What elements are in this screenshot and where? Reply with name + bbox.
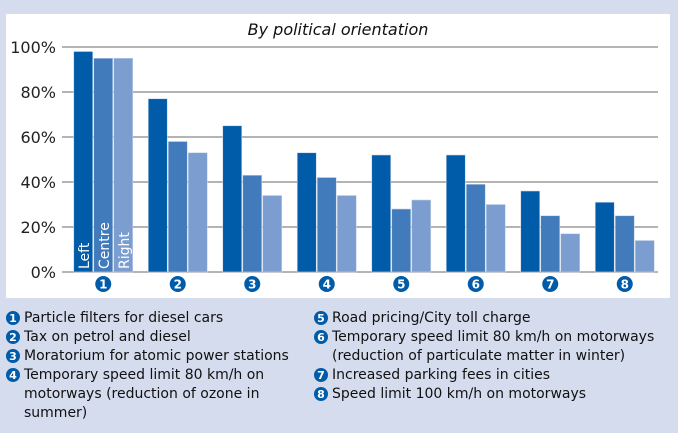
legend-item: 4 Temporary speed limit 80 km/h on motorw… [0,366,305,423]
legend-text: Road pricing/City toll charge [332,310,531,326]
category-badge-icon [244,276,261,292]
category-badge-icon [393,276,410,292]
y-tick-label: 80% [20,83,56,102]
bar-right [560,233,581,273]
bar-right [634,240,655,273]
legend-text: Speed limit 100 km/h on motorways [332,386,587,402]
legend-text: Increased parking fees in cities [332,367,550,383]
number-badge-icon: 7 [314,368,328,382]
x-tick-label: 8 [621,278,629,292]
number-badge-icon: 6 [314,330,328,344]
y-tick-label: 40% [20,173,56,192]
category-badge-icon [616,276,633,292]
number-badge-icon: 2 [6,330,20,344]
bar-left [147,98,168,273]
number-badge-icon: 3 [6,349,20,363]
number-badge-icon: 5 [314,311,328,325]
bar-right [485,204,506,273]
bar-right [262,195,283,273]
bar-chart: 0% 20% 40% 60% 80% 100% Left Centre Right 1 2 3 4 5 6 7… [10,38,658,292]
x-tick-label: 4 [323,278,331,292]
series-label: Left [77,242,93,269]
y-tick-label: 100% [10,38,56,57]
x-tick-label: 5 [397,278,405,292]
bar-centre [465,183,486,273]
y-tick-label: 20% [20,218,56,237]
series-label: Right [117,232,133,269]
legend-text: Temporary speed limit 80 km/h on motor­w… [332,329,655,364]
bar-centre [316,177,337,273]
category-badge-icon [542,276,559,292]
bar-centre [391,208,412,273]
bar-left [222,125,243,273]
x-tick-label: 2 [174,278,182,292]
legend-right: 5 Road pricing/City toll charge 6 Temporar… [308,309,678,404]
bar-left [371,154,392,273]
bar-left [594,201,615,273]
x-tick-label: 6 [472,278,480,292]
bar-right [336,195,357,273]
legend-item: 3 Moratorium for atomic power stations [0,347,305,366]
bar-centre [242,174,263,273]
bar-right [411,199,432,273]
chart-title: By political orientation [247,20,429,39]
legend-item: 7 Increased parking fees in cities [308,366,678,385]
number-badge-icon: 1 [6,311,20,325]
legend-item: 6 Temporary speed limit 80 km/h on motor­… [308,328,678,366]
legend-left: 1 Particle filters for diesel cars 2 Tax o… [0,309,305,423]
bar-centre [614,215,635,273]
legend-item: 8 Speed limit 100 km/h on motorways [308,385,678,404]
bar-left [296,152,317,273]
bar-centre [167,141,188,273]
x-tick-label: 7 [546,278,554,292]
category-badge-icon [318,276,335,292]
bar-left [445,154,466,273]
number-badge-icon: 4 [6,368,20,382]
legend-text: Tax on petrol and diesel [24,329,191,345]
legend-item: 5 Road pricing/City toll charge [308,309,678,328]
bar-right [187,152,208,273]
bar-left [520,190,541,273]
legend-text: Temporary speed limit 80 km/h on motorwa… [24,367,265,421]
category-badge-icon [467,276,484,292]
x-tick-label: 1 [99,278,107,292]
y-tick-label: 60% [20,128,56,147]
x-tick-label: 3 [248,278,256,292]
legend-item: 2 Tax on petrol and diesel [0,328,305,347]
bar-centre [540,215,561,273]
legend-text: Moratorium for atomic power stations [24,348,289,364]
chart-panel: By political orientation 0% 20% 40% 60% 80% 1… [6,14,670,298]
y-tick-label: 0% [31,263,56,282]
legend-item: 1 Particle filters for diesel cars [0,309,305,328]
category-badge-icon [169,276,186,292]
number-badge-icon: 8 [314,387,328,401]
series-label: Centre [97,222,113,269]
bar-centre [93,57,114,273]
bar-right [113,57,134,273]
legend-text: Particle filters for diesel cars [24,310,224,326]
bar-left [73,51,94,273]
category-badge-icon [95,276,112,292]
